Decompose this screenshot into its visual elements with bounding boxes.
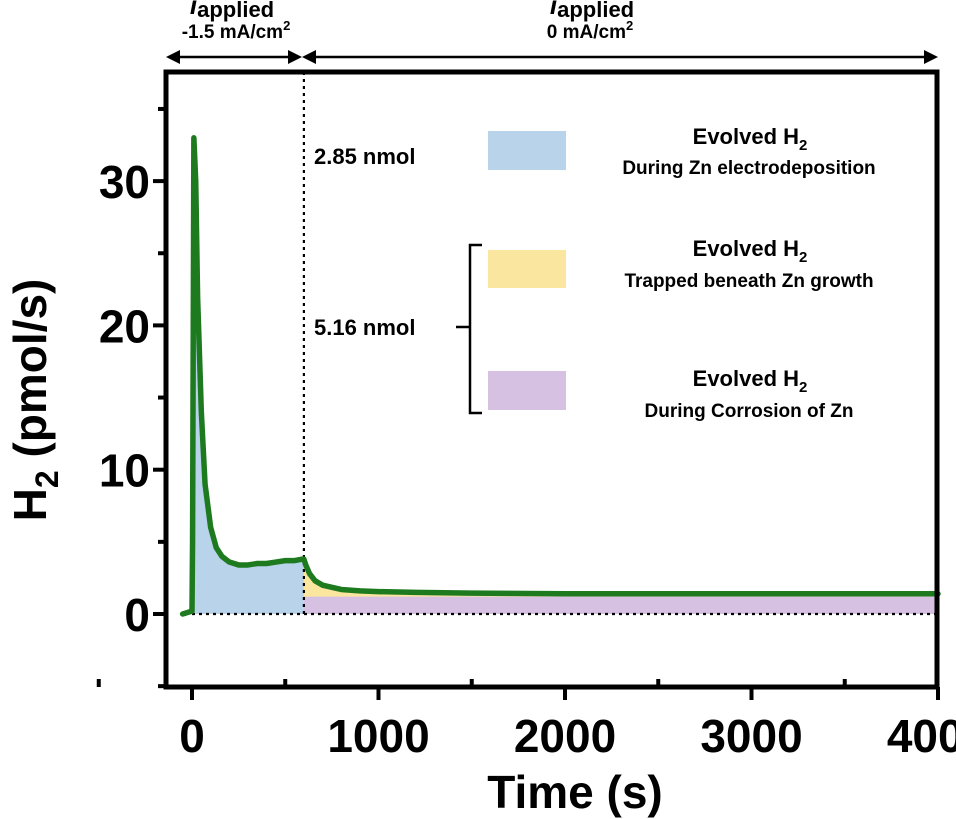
- applied-1-sup: 2: [283, 18, 290, 33]
- legend-title-trapped-text: Evolved H: [693, 236, 799, 261]
- y-axis-title: H2 (pmol/s): [4, 279, 65, 522]
- y-axis-title-unit: (pmol/s): [4, 279, 56, 471]
- legend: Evolved H2 During Zn electrodeposition E…: [488, 124, 876, 422]
- applied-2-symbol: i: [550, 0, 558, 20]
- x-axis-title: Time (s): [487, 766, 663, 818]
- x-tick-label: 0: [179, 710, 205, 762]
- svg-text:-1.5 mA/cm2: -1.5 mA/cm2: [182, 18, 291, 43]
- applied-1-symbol: i: [190, 0, 198, 20]
- legend-swatch-deposition: [488, 131, 566, 170]
- legend-title-trapped-sub: 2: [799, 249, 807, 266]
- series-line-h2: [179, 135, 941, 617]
- legend-title-corrosion-sub: 2: [799, 379, 807, 396]
- x-tick-label: 3000: [700, 710, 802, 762]
- legend-desc-trapped: Trapped beneath Zn growth: [624, 271, 873, 292]
- arrowhead-right-1: [288, 50, 302, 64]
- svg-text:iapplied: iapplied: [550, 0, 634, 22]
- legend-title-corrosion-text: Evolved H: [693, 366, 799, 391]
- y-tick-label: 0: [124, 589, 150, 641]
- svg-text:0 mA/cm2: 0 mA/cm2: [547, 18, 633, 43]
- legend-swatch-corrosion: [488, 371, 566, 410]
- legend-title-deposition-sub: 2: [799, 137, 807, 154]
- svg-text:iapplied: iapplied: [190, 0, 274, 22]
- x-tick-label: 1000: [327, 710, 429, 762]
- legend-desc-corrosion: During Corrosion of Zn: [645, 401, 854, 422]
- x-tick-label: 2000: [514, 710, 616, 762]
- arrowhead-left-1: [166, 50, 180, 64]
- period-arrows: [166, 50, 938, 64]
- applied-1-sub: applied: [197, 0, 274, 22]
- region-deposition: [192, 137, 304, 614]
- grouping-bracket: [456, 243, 482, 415]
- region-corrosion: [303, 596, 938, 614]
- legend-swatch-trapped: [488, 250, 566, 288]
- shaded-regions: [192, 137, 938, 614]
- arrowhead-left-2: [302, 50, 316, 64]
- applied-2-value: 0 mA/cm: [547, 22, 626, 43]
- applied-2-sub: applied: [557, 0, 634, 22]
- legend-title-trapped: Evolved H2: [693, 236, 808, 266]
- legend-desc-deposition: During Zn electrodeposition: [622, 158, 875, 179]
- y-tick-label: 30: [99, 156, 150, 208]
- plot-frame: [163, 69, 940, 690]
- legend-title-deposition: Evolved H2: [693, 124, 808, 154]
- y-axis-title-sub: 2: [29, 470, 65, 488]
- y-tick-label: 10: [99, 445, 150, 497]
- amount-label-deposition: 2.85 nmol: [314, 144, 415, 169]
- legend-title-deposition-text: Evolved H: [693, 124, 799, 149]
- y-axis-title-main: H: [4, 488, 56, 521]
- arrowhead-right-2: [924, 50, 938, 64]
- amount-label-post-switch: 5.16 nmol: [314, 315, 415, 340]
- plot-frame-rect: [163, 69, 940, 690]
- series-layer: [179, 135, 941, 617]
- y-tick-label: 20: [99, 300, 150, 352]
- applied-current-annotation-1: iapplied -1.5 mA/cm2: [182, 0, 291, 43]
- reference-lines: [192, 72, 937, 616]
- legend-title-corrosion: Evolved H2: [693, 366, 808, 396]
- applied-2-sup: 2: [626, 18, 633, 33]
- applied-1-value: -1.5 mA/cm: [182, 22, 283, 43]
- applied-current-annotation-2: iapplied 0 mA/cm2: [547, 0, 634, 43]
